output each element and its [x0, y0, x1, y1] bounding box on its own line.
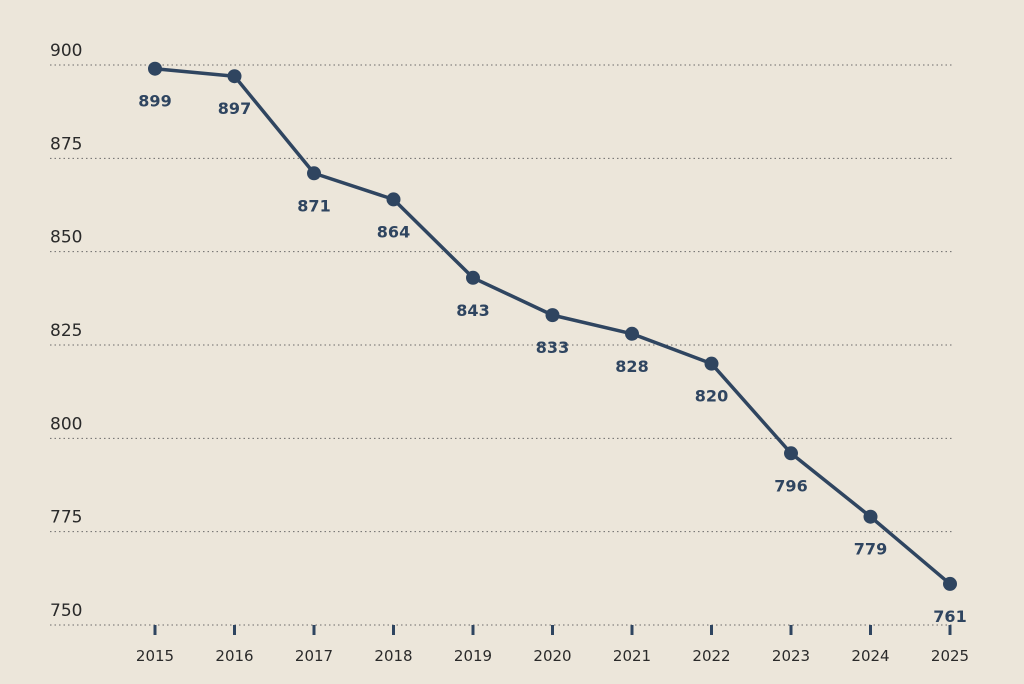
y-tick-label: 750 — [50, 601, 82, 621]
data-point — [784, 446, 798, 461]
data-point — [545, 308, 560, 323]
series-line — [153, 66, 952, 586]
x-tick-label: 2019 — [454, 647, 492, 665]
data-label: 796 — [774, 476, 807, 495]
data-points — [148, 61, 957, 591]
data-point — [227, 69, 242, 84]
data-point — [943, 576, 957, 591]
gridlines — [50, 64, 952, 626]
data-point — [307, 166, 321, 181]
data-label: 843 — [456, 301, 489, 320]
data-label: 871 — [297, 196, 330, 215]
x-tick-label: 2021 — [613, 647, 651, 665]
data-point — [863, 509, 878, 524]
y-tick-label: 875 — [50, 134, 82, 154]
x-tick-label: 2017 — [295, 647, 333, 665]
x-tick-label: 2022 — [692, 647, 730, 665]
data-point — [704, 356, 719, 371]
y-tick-label: 775 — [50, 508, 82, 528]
x-tick-label: 2016 — [215, 647, 253, 665]
data-point — [466, 270, 480, 285]
x-tick-label: 2023 — [772, 647, 810, 665]
data-label: 897 — [218, 99, 251, 118]
y-tick-label: 800 — [50, 414, 82, 434]
y-tick-label: 900 — [50, 41, 82, 61]
data-point — [625, 326, 639, 341]
y-tick-label: 825 — [50, 321, 82, 341]
x-tick-label: 2025 — [931, 647, 969, 665]
data-label: 833 — [536, 338, 569, 357]
series-line-path — [153, 66, 952, 586]
data-labels: 899 897 871 864 843 833 828 820 796 779 761 — [138, 92, 966, 626]
y-axis-tick-labels: 750 775 800 825 850 875 900 — [50, 41, 82, 621]
data-label: 820 — [695, 387, 728, 406]
x-tick-label: 2024 — [851, 647, 889, 665]
data-label: 864 — [377, 222, 410, 241]
data-label: 828 — [615, 357, 648, 376]
data-point — [386, 192, 401, 207]
x-axis: 2015 2016 2017 2018 2019 2020 2021 2022 2023 2024… — [136, 625, 969, 665]
y-tick-label: 850 — [50, 228, 82, 248]
x-tick-label: 2018 — [374, 647, 412, 665]
data-label: 779 — [854, 540, 887, 559]
data-point — [148, 61, 162, 76]
x-tick-label: 2015 — [136, 647, 174, 665]
x-tick-label: 2020 — [533, 647, 571, 665]
data-label: 761 — [933, 607, 966, 626]
data-label: 899 — [138, 92, 171, 111]
